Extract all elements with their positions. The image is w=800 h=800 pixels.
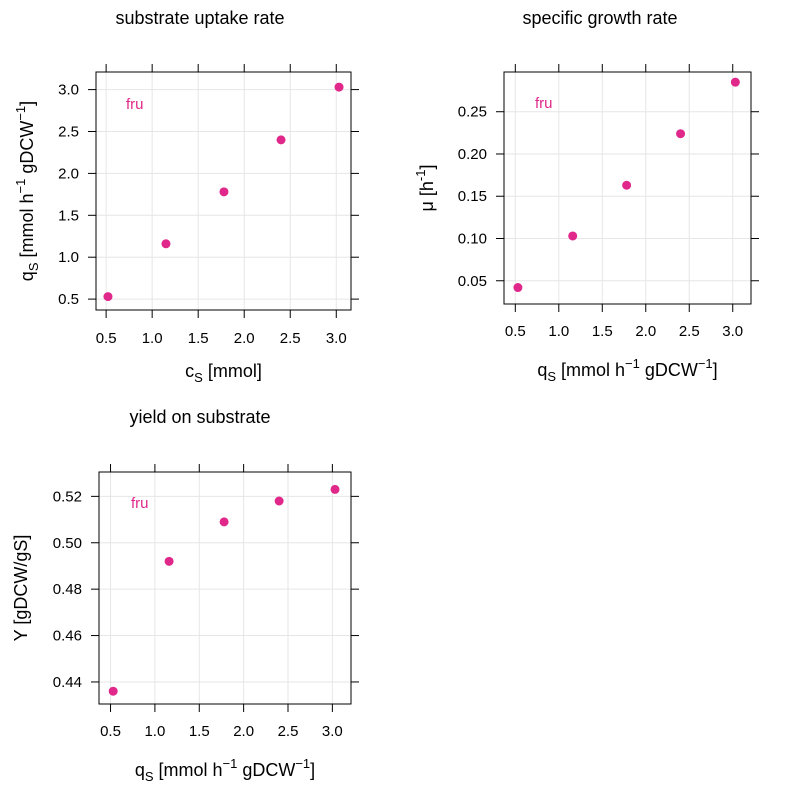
y-axis-label: qS [mmol h−1 gDCW−1]: [13, 101, 41, 281]
y-tick-label: 0.52: [53, 488, 82, 505]
y-tick-label: 2.5: [58, 124, 79, 141]
data-point: [103, 292, 113, 302]
x-tick-label: 2.0: [234, 330, 255, 347]
panel-substrate-uptake-rate: substrate uptake rate 0.5 1.0 1.5 2.0 2.5 3.0…: [13, 8, 359, 385]
y-tick-label: 1.5: [58, 207, 79, 224]
y-tick-label: 2.0: [58, 165, 79, 182]
x-tick-label: 1.5: [189, 723, 210, 740]
x-tick-label: 2.5: [278, 723, 299, 740]
data-point: [219, 187, 229, 197]
x-tick-label: 2.5: [280, 330, 301, 347]
data-point: [161, 239, 171, 249]
y-tick-label: 0.25: [458, 104, 487, 121]
data-point: [108, 686, 118, 696]
y-tick-label: 0.15: [458, 188, 487, 205]
data-point: [676, 129, 686, 139]
x-tick-label: 0.5: [505, 323, 526, 340]
x-tick-label: 1.5: [188, 330, 209, 347]
y-tick-label: 0.46: [53, 628, 82, 645]
y-axis-label: μ [h-1]: [413, 165, 437, 212]
data-point: [730, 77, 740, 87]
data-point: [513, 283, 523, 293]
y-tick-label: 0.50: [53, 535, 82, 552]
data-point: [622, 180, 632, 190]
plot-frame: [95, 71, 352, 311]
panel-title: substrate uptake rate: [115, 8, 284, 28]
x-tick-label: 1.0: [144, 723, 165, 740]
x-tick-label: 3.0: [326, 330, 347, 347]
data-point: [274, 496, 284, 506]
x-axis-label: cS [mmol]: [185, 361, 262, 385]
x-axis-label: qS [mmol h−1 gDCW−1]: [537, 356, 717, 384]
y-tick-label: 0.20: [458, 146, 487, 163]
x-tick-label: 1.0: [142, 330, 163, 347]
y-axis-label: Y [gDCW/gS]: [11, 535, 31, 642]
y-tick-label: 0.48: [53, 581, 82, 598]
series-label: fru: [126, 96, 144, 113]
x-tick-label: 3.0: [722, 323, 743, 340]
y-tick-label: 0.44: [53, 674, 82, 691]
x-axis-label: qS [mmol h−1 gDCW−1]: [135, 756, 315, 784]
x-tick-label: 2.0: [233, 723, 254, 740]
series-label: fru: [131, 495, 149, 512]
y-tick-label: 1.0: [58, 249, 79, 266]
data-point: [568, 231, 578, 241]
panel-title: specific growth rate: [522, 8, 677, 28]
data-point: [334, 82, 344, 92]
data-point: [276, 135, 286, 145]
plot-frame: [503, 71, 752, 305]
plot-frame: [98, 471, 352, 705]
x-tick-label: 2.5: [679, 323, 700, 340]
x-tick-label: 1.5: [592, 323, 613, 340]
x-tick-label: 0.5: [96, 330, 117, 347]
x-tick-label: 2.0: [635, 323, 656, 340]
data-point: [219, 517, 229, 527]
y-tick-label: 0.5: [58, 291, 79, 308]
data-point: [330, 484, 340, 494]
series-label: fru: [535, 95, 553, 112]
x-tick-label: 0.5: [100, 723, 121, 740]
panel-specific-growth-rate: specific growth rate 0.5 1.0 1.5 2.0 2.5 3.0 0…: [413, 8, 759, 384]
x-tick-label: 1.0: [548, 323, 569, 340]
data-point: [164, 556, 174, 566]
y-tick-label: 0.05: [458, 273, 487, 290]
panel-yield-on-substrate: yield on substrate 0.5 1.0 1.5 2.0 2.5 3.0 0.4…: [11, 407, 359, 784]
y-tick-label: 0.10: [458, 230, 487, 247]
y-tick-label: 3.0: [58, 82, 79, 99]
x-tick-label: 3.0: [322, 723, 343, 740]
panel-title: yield on substrate: [129, 407, 270, 427]
